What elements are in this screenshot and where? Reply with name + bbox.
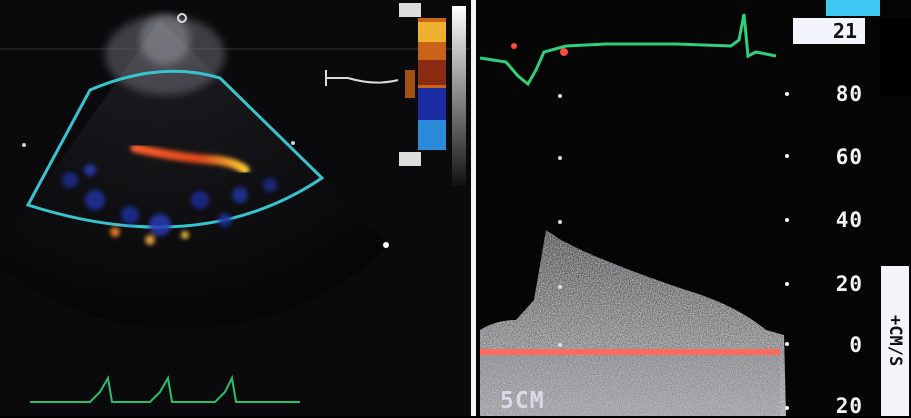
color-box-outline: [25, 69, 325, 229]
sector-fan: [0, 20, 390, 330]
velocity-tick: 20: [835, 394, 863, 418]
frame-counter: 21: [793, 18, 865, 44]
depth-label: 5CM: [500, 388, 545, 414]
colorbar-top-cap: [399, 3, 421, 17]
vessel-flow: [130, 143, 250, 175]
velocity-tick: 0: [849, 333, 863, 357]
velocity-tick: 60: [835, 145, 863, 169]
gray-scale-bar: [452, 6, 466, 186]
frame-accent-bar: [826, 0, 880, 16]
pane-divider: [471, 0, 476, 416]
sample-gate-icon[interactable]: [325, 70, 399, 86]
probe-orientation-dot-icon: [177, 13, 187, 23]
depth-ticks: [558, 94, 562, 347]
spectral-doppler-pane: [476, 0, 911, 416]
velocity-unit-label: +CM/S: [881, 266, 909, 416]
ecg-strip-left: [30, 374, 300, 403]
ecg-trace: [479, 13, 777, 87]
side-strip: [880, 18, 911, 96]
colorbar-bottom-cap: [399, 152, 421, 166]
velocity-tick: 80: [835, 82, 863, 106]
sector-image: [0, 13, 470, 403]
spectral-trace: [479, 13, 789, 416]
velocity-tick: 40: [835, 208, 863, 232]
velocity-tick: 20: [835, 272, 863, 296]
color-doppler-pane: [0, 3, 470, 403]
